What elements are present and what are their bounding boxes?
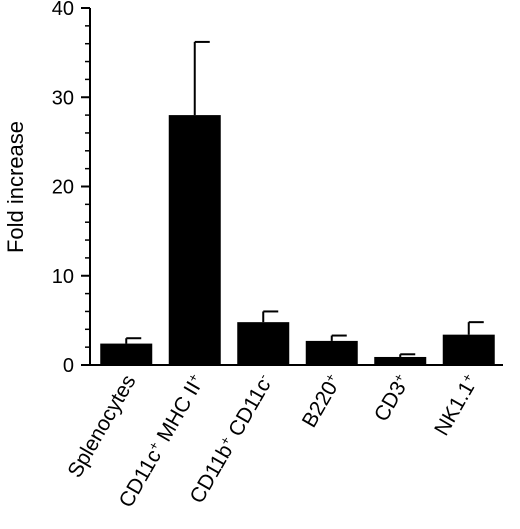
bar xyxy=(442,334,495,365)
error-bar xyxy=(467,321,484,335)
y-tick-label: 20 xyxy=(52,177,74,199)
error-bar xyxy=(399,353,416,357)
y-tick-label: 0 xyxy=(63,355,74,377)
bars xyxy=(100,115,495,365)
y-axis: 0 10 20 30 40 xyxy=(52,0,91,377)
error-bar xyxy=(330,334,347,341)
bar xyxy=(168,115,221,365)
error-bar xyxy=(262,310,279,323)
bar xyxy=(237,322,290,365)
y-tick-label: 40 xyxy=(52,0,74,20)
y-tick-label: 30 xyxy=(52,87,74,109)
error-bar xyxy=(193,40,210,116)
x-tick-label: Splenocytes xyxy=(63,371,140,482)
error-bar xyxy=(125,337,142,344)
error-bars xyxy=(125,40,484,357)
bar xyxy=(100,343,153,365)
x-tick-label: CD3+ xyxy=(369,370,415,425)
x-tick-label: NK1.1+ xyxy=(429,370,483,439)
y-tick-label: 10 xyxy=(52,266,74,288)
bar xyxy=(374,356,427,365)
x-tick-label: B220+ xyxy=(297,370,347,431)
y-axis-label: Fold increase xyxy=(3,121,28,253)
bar xyxy=(305,340,358,365)
